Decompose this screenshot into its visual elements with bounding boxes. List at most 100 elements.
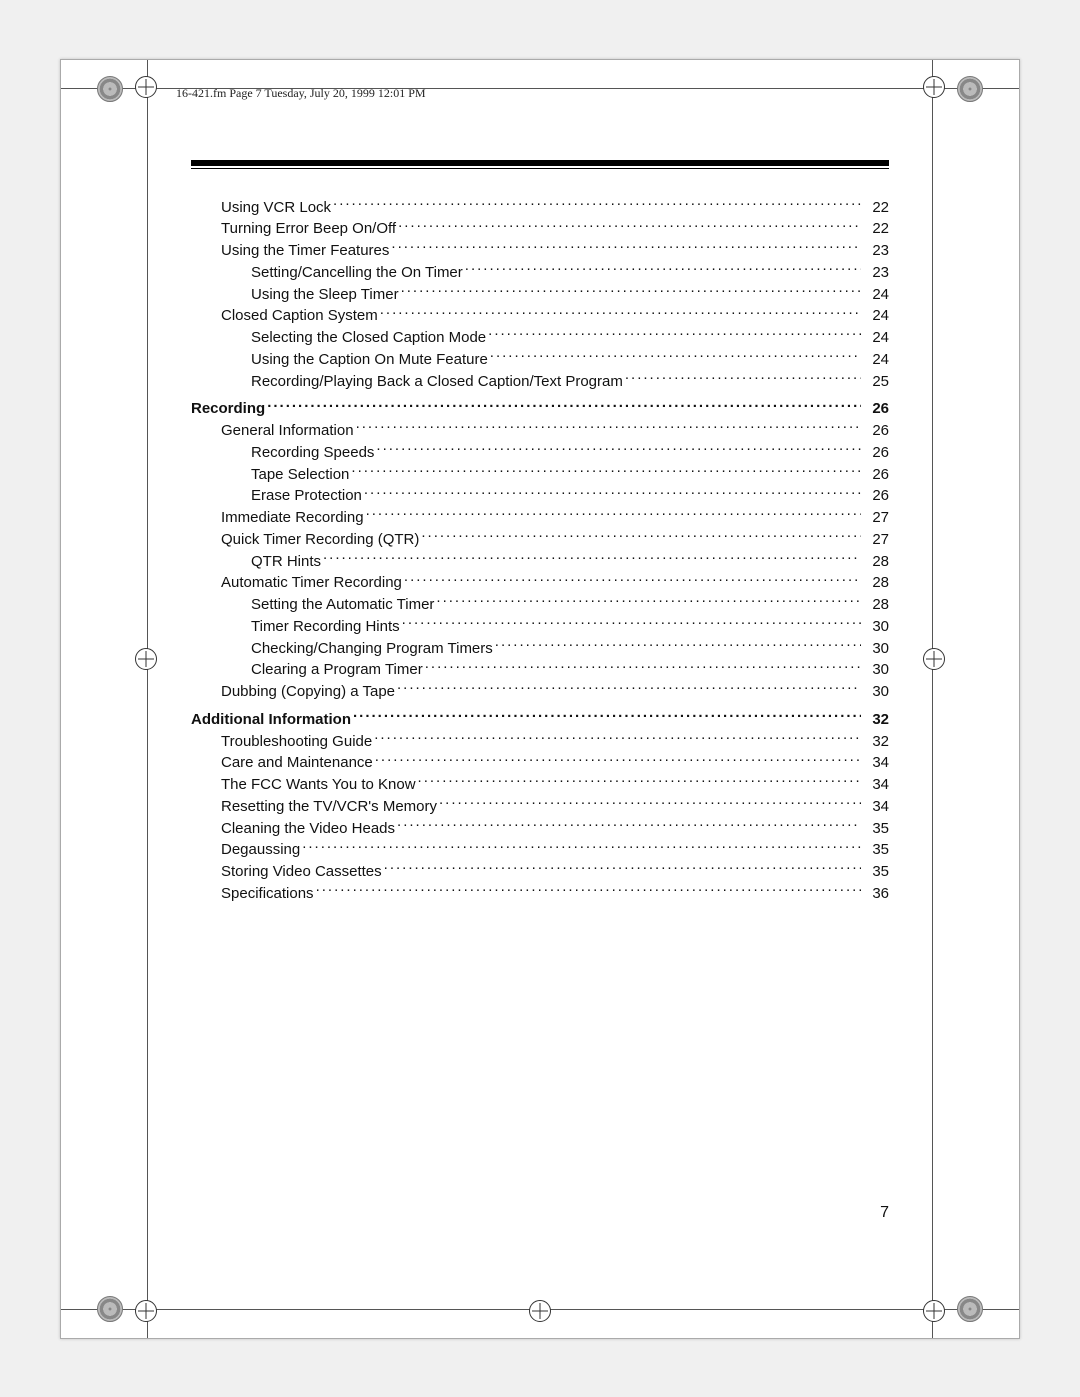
toc-page-number: 34 [863, 774, 889, 796]
rule-thick [191, 160, 889, 166]
toc-leader-dots [488, 327, 861, 342]
toc-leader-dots [436, 594, 861, 609]
toc-page-number: 32 [863, 731, 889, 753]
registration-mark [135, 76, 157, 98]
toc-title: Resetting the TV/VCR's Memory [221, 796, 437, 818]
toc-line: Turning Error Beep On/Off22 [191, 218, 889, 240]
toc-title: Setting the Automatic Timer [251, 594, 434, 616]
toc-line: Closed Caption System 24 [191, 305, 889, 327]
toc-line: Immediate Recording27 [191, 507, 889, 529]
toc-line: Care and Maintenance34 [191, 752, 889, 774]
toc-leader-dots [397, 681, 861, 696]
corner-icon [957, 76, 983, 102]
toc-page-number: 27 [863, 529, 889, 551]
toc-page-number: 24 [863, 349, 889, 371]
toc-page-number: 35 [863, 818, 889, 840]
toc-page-number: 30 [863, 638, 889, 660]
toc-line: Using the Caption On Mute Feature 24 [191, 349, 889, 371]
toc-page-number: 36 [863, 883, 889, 905]
toc-title: Degaussing [221, 839, 300, 861]
toc-line: Storing Video Cassettes35 [191, 861, 889, 883]
toc-line: Dubbing (Copying) a Tape30 [191, 681, 889, 703]
toc-leader-dots [398, 218, 861, 233]
rule-thin [191, 168, 889, 169]
registration-mark [135, 1300, 157, 1322]
toc-leader-dots [402, 616, 861, 631]
toc-page-number: 34 [863, 752, 889, 774]
registration-mark [135, 648, 157, 670]
toc-page-number: 26 [863, 398, 889, 420]
toc-leader-dots [375, 752, 861, 767]
toc-page-number: 26 [863, 464, 889, 486]
toc-line: Selecting the Closed Caption Mode24 [191, 327, 889, 349]
toc-title: Using the Sleep Timer [251, 284, 399, 306]
toc-line: Additional Information 32 [191, 709, 889, 731]
toc-line: Using the Sleep Timer24 [191, 284, 889, 306]
toc-leader-dots [376, 442, 861, 457]
toc-line: Recording Speeds26 [191, 442, 889, 464]
toc-line: Setting the Automatic Timer 28 [191, 594, 889, 616]
toc-title: Erase Protection [251, 485, 362, 507]
toc-page-number: 23 [863, 240, 889, 262]
toc-leader-dots [401, 284, 861, 299]
toc-line: QTR Hints28 [191, 551, 889, 573]
toc-title: Using the Caption On Mute Feature [251, 349, 488, 371]
toc-line: Tape Selection26 [191, 464, 889, 486]
toc-line: Degaussing 35 [191, 839, 889, 861]
toc-title: Clearing a Program Timer [251, 659, 423, 681]
toc-leader-dots [465, 262, 861, 277]
toc-leader-dots [364, 485, 861, 500]
toc-title: Closed Caption System [221, 305, 378, 327]
toc-leader-dots [625, 371, 861, 386]
toc-page-number: 24 [863, 305, 889, 327]
toc-title: Turning Error Beep On/Off [221, 218, 396, 240]
toc-leader-dots [267, 398, 861, 413]
toc-title: Cleaning the Video Heads [221, 818, 395, 840]
toc-title: Recording [191, 398, 265, 420]
toc-page-number: 28 [863, 594, 889, 616]
toc-line: Quick Timer Recording (QTR) 27 [191, 529, 889, 551]
toc-title: Timer Recording Hints [251, 616, 400, 638]
toc-title: The FCC Wants You to Know [221, 774, 416, 796]
toc-page-number: 34 [863, 796, 889, 818]
toc-line: Clearing a Program Timer 30 [191, 659, 889, 681]
toc-page-number: 27 [863, 507, 889, 529]
toc-page-number: 32 [863, 709, 889, 731]
toc-leader-dots [495, 638, 861, 653]
toc-line: Specifications36 [191, 883, 889, 905]
toc-leader-dots [374, 731, 861, 746]
toc-page-number: 23 [863, 262, 889, 284]
toc-leader-dots [397, 818, 861, 833]
page-header: 16-421.fm Page 7 Tuesday, July 20, 1999 … [176, 86, 426, 101]
toc-line: Troubleshooting Guide32 [191, 731, 889, 753]
toc-line: Automatic Timer Recording28 [191, 572, 889, 594]
toc-leader-dots [421, 529, 861, 544]
toc-page-number: 22 [863, 197, 889, 219]
toc-title: Dubbing (Copying) a Tape [221, 681, 395, 703]
toc-leader-dots [380, 305, 861, 320]
toc-page-number: 35 [863, 839, 889, 861]
registration-mark [923, 76, 945, 98]
toc-leader-dots [351, 464, 861, 479]
toc-leader-dots [323, 551, 861, 566]
toc-leader-dots [391, 240, 861, 255]
toc-leader-dots [418, 774, 861, 789]
registration-mark [923, 1300, 945, 1322]
toc-line: Setting/Cancelling the On Timer23 [191, 262, 889, 284]
toc-leader-dots [302, 839, 861, 854]
toc-line: Using VCR Lock 22 [191, 197, 889, 219]
toc-title: Storing Video Cassettes [221, 861, 382, 883]
toc-leader-dots [490, 349, 861, 364]
toc-title: Recording/Playing Back a Closed Caption/… [251, 371, 623, 393]
toc-title: Additional Information [191, 709, 351, 731]
toc-title: Using VCR Lock [221, 197, 331, 219]
registration-mark [529, 1300, 551, 1322]
toc-line: Recording 26 [191, 398, 889, 420]
toc-title: Automatic Timer Recording [221, 572, 402, 594]
toc-line: Resetting the TV/VCR's Memory 34 [191, 796, 889, 818]
toc-line: Checking/Changing Program Timers30 [191, 638, 889, 660]
toc-title: Quick Timer Recording (QTR) [221, 529, 419, 551]
corner-icon [957, 1296, 983, 1322]
toc-page-number: 30 [863, 659, 889, 681]
document-page: 16-421.fm Page 7 Tuesday, July 20, 1999 … [60, 59, 1020, 1339]
